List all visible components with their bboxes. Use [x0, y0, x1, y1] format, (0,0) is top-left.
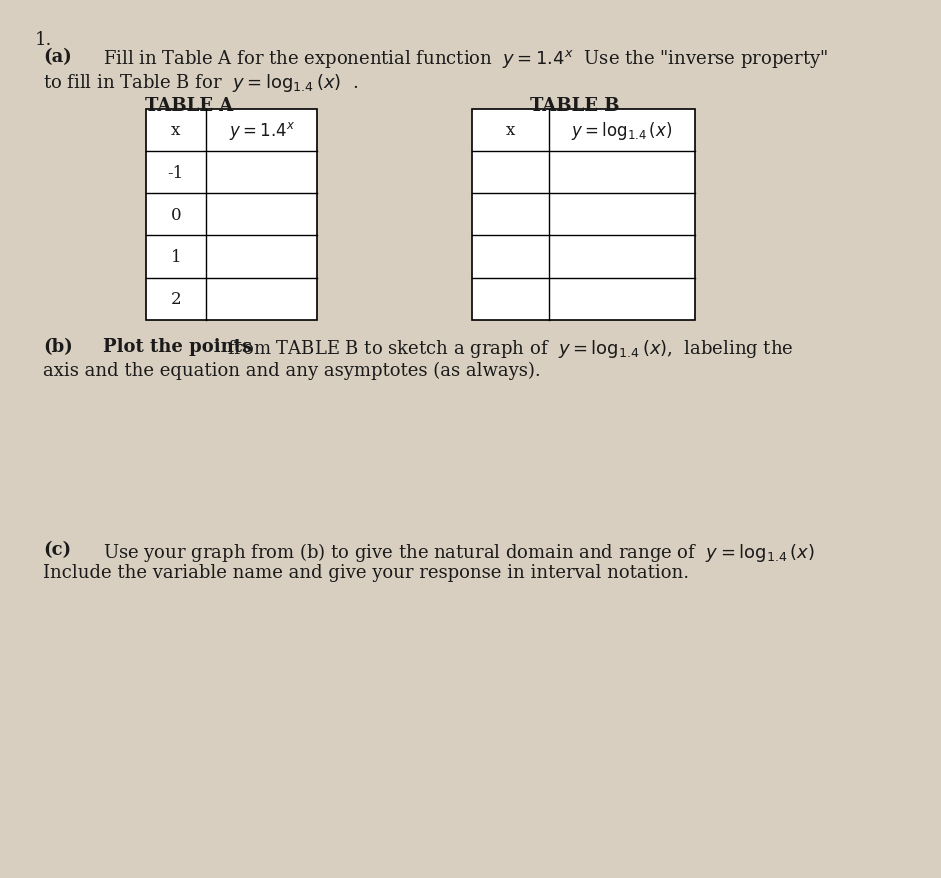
Text: axis and the equation and any asymptotes (as always).: axis and the equation and any asymptotes… — [43, 362, 541, 380]
Text: $y = \log_{1.4}(x)$: $y = \log_{1.4}(x)$ — [571, 119, 673, 142]
Text: Fill in Table A for the exponential function  $y = 1.4^x$  Use the "inverse prop: Fill in Table A for the exponential func… — [103, 48, 828, 70]
Text: Include the variable name and give your response in interval notation.: Include the variable name and give your … — [43, 564, 689, 581]
Text: -1: -1 — [167, 164, 184, 182]
Text: 1.: 1. — [34, 31, 52, 48]
Text: (a): (a) — [43, 48, 72, 66]
Text: TABLE B: TABLE B — [530, 97, 619, 114]
Text: (c): (c) — [43, 540, 71, 558]
Text: 2: 2 — [170, 291, 182, 308]
Text: x: x — [171, 122, 181, 140]
Text: Use your graph from (b) to give the natural domain and range of  $y = \log_{1.4}: Use your graph from (b) to give the natu… — [103, 540, 815, 563]
Text: from TABLE B to sketch a graph of  $y = \log_{1.4}(x)$,  labeling the: from TABLE B to sketch a graph of $y = \… — [228, 338, 794, 360]
FancyBboxPatch shape — [146, 110, 317, 320]
Text: (b): (b) — [43, 338, 72, 356]
Text: 0: 0 — [170, 206, 182, 224]
Text: to fill in Table B for  $y = \log_{1.4}(x)$  .: to fill in Table B for $y = \log_{1.4}(x… — [43, 72, 359, 94]
Text: TABLE A: TABLE A — [145, 97, 232, 114]
Text: Plot the points: Plot the points — [103, 338, 252, 356]
FancyBboxPatch shape — [471, 110, 694, 320]
Text: 1: 1 — [170, 248, 182, 266]
Text: $y = 1.4^x$: $y = 1.4^x$ — [229, 119, 295, 142]
Text: x: x — [505, 122, 515, 140]
